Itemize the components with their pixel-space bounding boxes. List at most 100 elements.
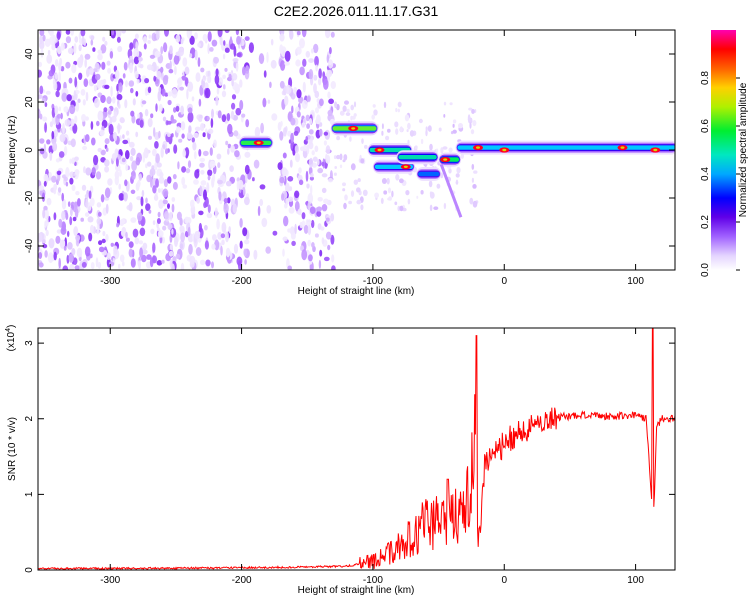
noise-speck — [216, 218, 220, 230]
faint-speck — [374, 192, 379, 198]
noise-speck — [223, 84, 226, 90]
noise-speck — [221, 239, 225, 246]
noise-speck — [115, 164, 121, 172]
faint-speck — [472, 120, 477, 127]
faint-speck — [333, 155, 337, 160]
faint-speck — [339, 110, 345, 116]
noise-speck — [150, 113, 154, 119]
noise-speck — [263, 70, 267, 78]
noise-speck — [97, 53, 103, 61]
noise-speck — [242, 227, 248, 237]
noise-speck — [154, 162, 158, 171]
noise-speck — [65, 167, 70, 178]
noise-speck — [224, 67, 228, 72]
colorbar: 0.0 0.2 0.4 0.6 0.8 Normalized spectral ampl… — [700, 30, 749, 277]
noise-speck — [330, 31, 335, 38]
noise-speck — [75, 237, 80, 247]
noise-speck — [111, 30, 115, 36]
noise-speck — [138, 112, 143, 120]
noise-speck — [233, 130, 239, 137]
faint-speck — [399, 205, 404, 212]
noise-speck — [74, 76, 78, 88]
noise-speck — [327, 244, 331, 251]
noise-speck — [78, 31, 82, 41]
noise-speck — [61, 198, 67, 210]
noise-speck — [205, 128, 208, 135]
noise-speck — [308, 58, 314, 63]
noise-speck — [293, 130, 299, 136]
noise-speck — [302, 58, 307, 67]
noise-speck — [200, 169, 205, 175]
noise-speck — [46, 139, 51, 145]
noise-speck — [134, 237, 140, 245]
noise-speck — [302, 81, 306, 93]
noise-speck — [215, 95, 219, 106]
noise-speck — [142, 249, 148, 255]
noise-speck — [71, 157, 75, 165]
noise-speck — [209, 160, 216, 169]
noise-speck — [198, 98, 202, 107]
multiplier-close: ) — [6, 325, 17, 328]
noise-speck — [185, 168, 191, 174]
noise-speck — [105, 203, 109, 214]
faint-speck — [425, 129, 428, 137]
noise-speck — [74, 156, 79, 162]
noise-speck — [297, 208, 302, 216]
faint-speck — [381, 123, 384, 130]
faint-speck — [387, 187, 392, 194]
faint-speck — [416, 195, 419, 199]
noise-speck — [54, 59, 59, 67]
noise-speck — [213, 56, 220, 64]
noise-speck — [90, 224, 94, 234]
noise-speck — [95, 257, 99, 268]
faint-speck — [440, 147, 444, 154]
heatmap-xtick-label: 0 — [501, 276, 507, 287]
noise-speck — [217, 179, 223, 185]
noise-speck — [152, 220, 156, 226]
noise-speck — [95, 171, 102, 180]
noise-speck — [141, 254, 147, 263]
noise-speck — [61, 210, 66, 221]
noise-speck — [45, 229, 49, 237]
noise-speck — [78, 72, 83, 81]
noise-speck — [113, 245, 118, 255]
faint-speck — [394, 121, 399, 128]
noise-speck — [60, 42, 65, 51]
noise-speck — [306, 144, 310, 155]
noise-speck — [300, 146, 305, 152]
noise-speck — [327, 109, 333, 117]
noise-speck — [146, 254, 152, 260]
noise-speck — [281, 193, 285, 201]
noise-speck — [203, 189, 207, 201]
noise-speck — [136, 196, 142, 201]
noise-speck — [174, 65, 177, 75]
noise-speck — [69, 171, 75, 178]
noise-speck — [323, 256, 330, 262]
noise-speck — [130, 110, 135, 117]
noise-speck — [96, 202, 102, 208]
noise-speck — [308, 141, 314, 150]
heatmap-xtick-label: -200 — [232, 276, 252, 287]
noise-speck — [316, 206, 323, 212]
faint-speck — [443, 202, 447, 210]
noise-speck — [169, 243, 173, 251]
noise-speck — [310, 172, 314, 178]
snr-content — [38, 328, 675, 570]
faint-speck — [472, 200, 478, 208]
noise-speck — [65, 61, 71, 69]
noise-speck — [321, 161, 325, 167]
noise-speck — [238, 179, 244, 190]
multiplier-exp: 4 — [5, 328, 12, 332]
noise-speck — [53, 212, 57, 221]
noise-speck — [152, 148, 157, 157]
noise-speck — [157, 90, 162, 102]
noise-speck — [102, 36, 106, 42]
noise-speck — [320, 226, 325, 231]
noise-speck — [306, 183, 310, 189]
noise-speck — [44, 250, 48, 258]
noise-speck — [204, 224, 208, 231]
noise-speck — [117, 45, 123, 53]
faint-speck — [391, 190, 394, 198]
noise-speck — [129, 62, 134, 74]
noise-speck — [51, 107, 56, 118]
